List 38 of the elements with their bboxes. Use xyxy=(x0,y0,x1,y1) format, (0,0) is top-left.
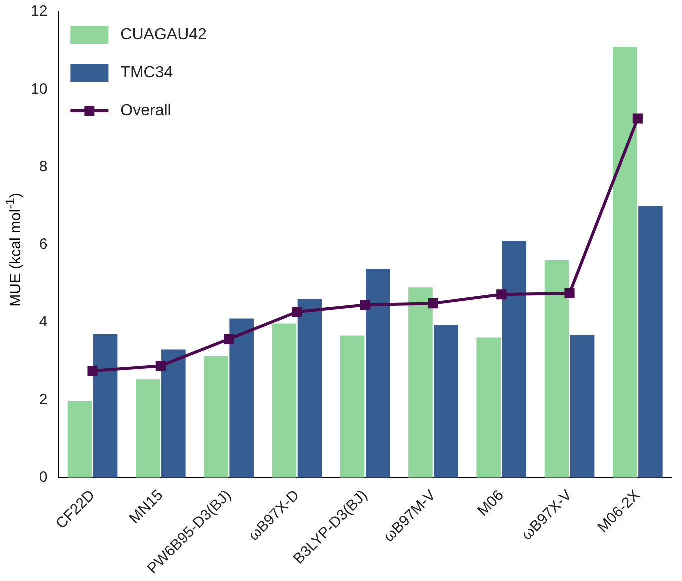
point xyxy=(428,298,439,309)
bar xyxy=(204,356,228,478)
bar xyxy=(434,325,458,478)
bar xyxy=(340,336,365,478)
bar xyxy=(93,334,118,478)
y-tick-label: 0 xyxy=(39,469,48,486)
bar xyxy=(544,260,570,478)
bar xyxy=(230,318,254,478)
y-tick-label: 12 xyxy=(30,3,48,20)
point xyxy=(156,361,166,372)
x-tick-label: M06 xyxy=(474,486,508,520)
y-tick-label: 2 xyxy=(39,391,48,408)
bar xyxy=(502,241,527,478)
y-tick-label: 10 xyxy=(30,80,48,98)
point xyxy=(88,366,98,376)
bar xyxy=(298,299,322,478)
bar xyxy=(570,335,595,478)
bar xyxy=(408,288,433,478)
legend-label: Overall xyxy=(120,102,172,120)
point xyxy=(496,290,507,300)
bar xyxy=(613,46,638,478)
legend-label: TMC34 xyxy=(120,64,174,82)
y-tick-label: 4 xyxy=(39,314,48,331)
point xyxy=(632,114,643,124)
point xyxy=(360,300,370,310)
bar xyxy=(272,324,297,478)
point xyxy=(292,307,302,318)
point xyxy=(564,288,575,299)
bar xyxy=(638,206,663,478)
bar xyxy=(476,338,501,478)
bar xyxy=(68,401,92,478)
point xyxy=(224,334,234,344)
legend-label: CUAGAU42 xyxy=(120,26,208,44)
bar xyxy=(162,350,186,478)
bar xyxy=(136,380,160,478)
bar xyxy=(366,269,390,478)
y-tick-label: 8 xyxy=(39,158,48,176)
y-tick-label: 6 xyxy=(39,236,48,254)
